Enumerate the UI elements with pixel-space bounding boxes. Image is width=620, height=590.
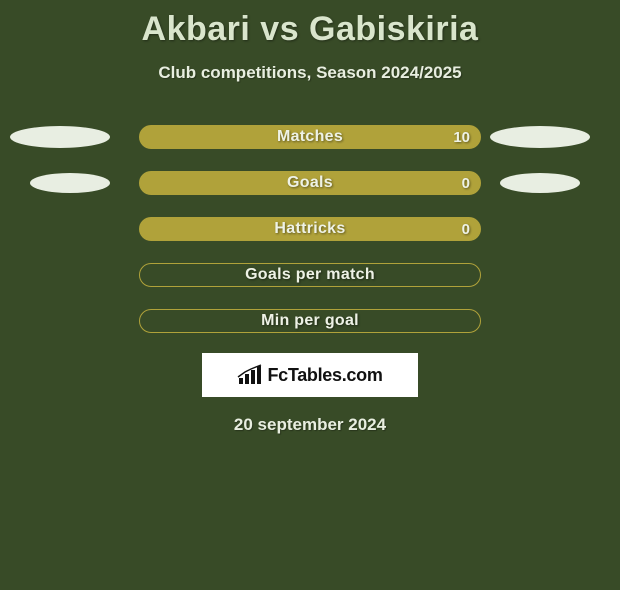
stat-label: Goals (287, 174, 333, 192)
page-title: Akbari vs Gabiskiria (0, 10, 620, 49)
page-subtitle: Club competitions, Season 2024/2025 (0, 63, 620, 83)
stat-value: 10 (453, 129, 470, 146)
stat-label: Goals per match (245, 266, 375, 284)
logo-text: FcTables.com (267, 365, 382, 386)
footer-date: 20 september 2024 (0, 415, 620, 435)
logo-box: FcTables.com (202, 353, 418, 397)
right-ellipse (490, 126, 590, 148)
stat-row: Goals 0 (0, 171, 620, 195)
stat-label: Min per goal (261, 312, 359, 330)
stat-value: 0 (462, 221, 470, 238)
stat-value: 0 (462, 175, 470, 192)
stat-row: Matches 10 (0, 125, 620, 149)
bar-chart-icon (237, 364, 263, 386)
stat-row: Min per goal (0, 309, 620, 333)
stat-bar: Goals 0 (139, 171, 481, 195)
stat-bar: Min per goal (139, 309, 481, 333)
stat-label: Matches (277, 128, 343, 146)
left-ellipse (10, 126, 110, 148)
left-ellipse (30, 173, 110, 193)
stat-label: Hattricks (274, 220, 345, 238)
stat-bar: Hattricks 0 (139, 217, 481, 241)
stat-bar: Matches 10 (139, 125, 481, 149)
stats-rows: Matches 10 Goals 0 Hattricks 0 Goals per match… (0, 125, 620, 333)
stat-row: Hattricks 0 (0, 217, 620, 241)
stat-bar: Goals per match (139, 263, 481, 287)
stat-row: Goals per match (0, 263, 620, 287)
right-ellipse (500, 173, 580, 193)
